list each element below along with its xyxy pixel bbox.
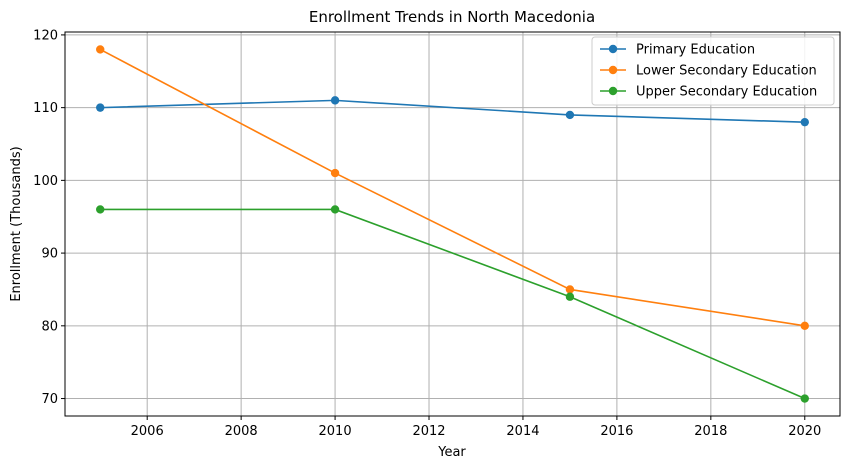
legend-marker: [608, 44, 618, 54]
y-tick-label: 120: [33, 28, 58, 43]
x-ticks: 2006 2008 2010 2012 2014 2016 2018 2020: [131, 416, 821, 439]
legend-marker: [608, 86, 618, 96]
data-point: [565, 292, 575, 301]
data-point: [96, 205, 105, 214]
plot-frame: [64, 31, 841, 417]
data-point: [565, 285, 575, 294]
x-tick-label: 2006: [131, 424, 164, 439]
x-tick-label: 2008: [225, 424, 258, 439]
series-2: [96, 205, 809, 403]
series-group: [96, 45, 809, 403]
data-point: [330, 96, 340, 105]
x-tick-label: 2016: [600, 424, 633, 439]
y-axis-label: Enrollment (Thousands): [9, 146, 24, 301]
data-point: [800, 321, 809, 331]
y-tick-label: 70: [41, 392, 58, 407]
series-line: [100, 99, 805, 123]
y-tick-label: 110: [33, 101, 58, 116]
data-point: [800, 394, 809, 403]
y-ticks: 70 80 90 100 110 120: [33, 28, 65, 407]
x-tick-label: 2014: [506, 424, 539, 439]
legend-box: [591, 36, 835, 106]
x-tick-label: 2018: [694, 424, 727, 439]
y-tick-label: 80: [41, 319, 58, 334]
data-point: [565, 110, 575, 120]
data-point: [800, 117, 809, 127]
data-point: [330, 205, 340, 214]
x-tick-label: 2020: [788, 424, 821, 439]
chart-title: Enrollment Trends in North Macedonia: [309, 8, 595, 26]
series-0: [96, 96, 809, 127]
legend-label: Upper Secondary Education: [636, 85, 817, 100]
x-tick-label: 2010: [319, 424, 352, 439]
series-1: [96, 45, 809, 331]
legend-label: Lower Secondary Education: [636, 64, 817, 79]
legend-label: Primary Education: [636, 43, 755, 58]
x-axis-label: Year: [437, 445, 466, 460]
series-line: [99, 48, 805, 327]
x-tick-label: 2012: [412, 424, 445, 439]
data-point: [96, 103, 105, 112]
data-point: [330, 168, 340, 178]
series-line: [100, 208, 806, 400]
data-point: [96, 45, 105, 54]
legend: Primary Education Lower Secondary Educati…: [591, 36, 835, 106]
y-tick-label: 90: [41, 247, 58, 262]
legend-marker: [608, 65, 618, 75]
y-tick-label: 100: [33, 174, 58, 189]
